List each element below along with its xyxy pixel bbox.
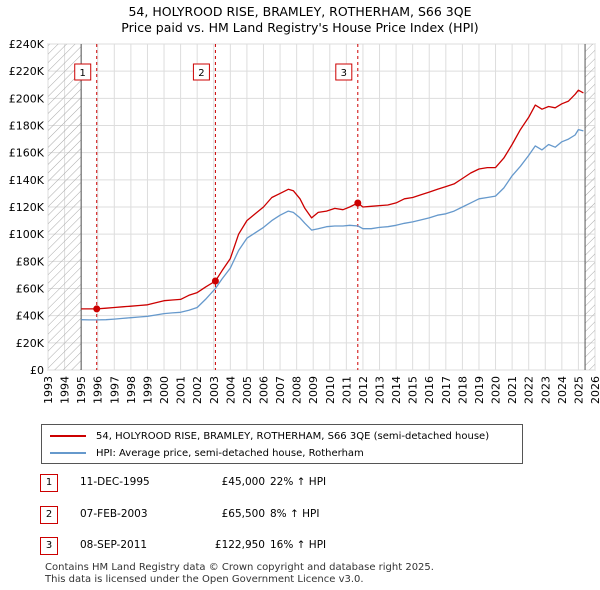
chart-title: 54, HOLYROOD RISE, BRAMLEY, ROTHERHAM, S…: [128, 4, 472, 19]
transaction-number: 1: [40, 474, 58, 492]
transaction-date: 11-DEC-1995: [80, 476, 150, 488]
y-tick-label: £120K: [9, 201, 45, 214]
hatch-area-after: [585, 44, 595, 370]
x-tick-label: 1999: [141, 376, 154, 404]
transaction-price: £45,000: [221, 476, 265, 488]
x-tick-label: 2012: [357, 376, 370, 404]
x-tick-label: 2015: [407, 376, 420, 404]
x-tick-label: 2019: [473, 376, 486, 404]
x-tick-label: 2008: [291, 376, 304, 404]
footer-copyright: Contains HM Land Registry data © Crown c…: [45, 562, 434, 573]
x-tick-label: 2001: [175, 376, 188, 404]
x-tick-label: 2020: [490, 376, 503, 404]
x-tick-label: 2018: [456, 376, 469, 404]
annotation-box: [74, 63, 92, 81]
x-tick-label: 1995: [75, 376, 88, 404]
transaction-hpi: 8% ↑ HPI: [270, 508, 320, 520]
hatch-area-before: [48, 44, 82, 370]
x-tick-label: 1998: [125, 376, 138, 404]
transaction-hpi: 22% ↑ HPI: [270, 476, 327, 488]
x-tick-label: 2023: [539, 376, 552, 404]
legend-label-hpi: HPI: Average price, semi-detached house,…: [96, 447, 364, 459]
sale-point: [211, 277, 219, 285]
x-tick-label: 2007: [274, 376, 287, 404]
transaction-number: 3: [40, 537, 58, 555]
x-tick-label: 2006: [257, 376, 270, 404]
x-tick-label: 2017: [440, 376, 453, 404]
legend-item-price: 54, HOLYROOD RISE, BRAMLEY, ROTHERHAM, S…: [50, 428, 489, 444]
chart-subtitle: Price paid vs. HM Land Registry's House …: [121, 20, 479, 35]
annotation-label: 3: [341, 68, 347, 79]
y-tick-label: £60K: [16, 283, 45, 296]
annotation-label: 1: [80, 68, 86, 79]
x-tick-label: 1996: [92, 376, 105, 404]
x-tick-label: 2014: [390, 376, 403, 404]
x-tick-label: 2024: [556, 376, 569, 404]
y-tick-label: £80K: [16, 255, 45, 268]
price-line: [81, 89, 584, 310]
x-tick-label: 2010: [324, 376, 337, 404]
transaction-date: 07-FEB-2003: [80, 508, 148, 520]
x-tick-label: 2003: [208, 376, 221, 404]
hpi-line: [81, 128, 584, 321]
transaction-price: £122,950: [214, 539, 265, 551]
x-tick-label: 2026: [589, 376, 600, 404]
sale-point: [93, 305, 101, 313]
x-tick-label: 2016: [423, 376, 436, 404]
price-chart: 1 2 3 £0 £20K £40K £60K £80K £100K £120K £140K £16…: [9, 38, 600, 404]
x-tick-label: 2021: [506, 376, 519, 404]
footer-licence: This data is licensed under the Open Gov…: [45, 574, 364, 585]
legend: 54, HOLYROOD RISE, BRAMLEY, ROTHERHAM, S…: [41, 424, 523, 464]
y-tick-label: £240K: [9, 38, 45, 51]
x-tick-label: 2004: [224, 376, 237, 404]
y-tick-label: £200K: [9, 92, 45, 105]
x-tick-label: 2000: [158, 376, 171, 404]
legend-swatch-price: [50, 435, 86, 437]
y-tick-label: £180K: [9, 120, 45, 133]
legend-item-hpi: HPI: Average price, semi-detached house,…: [50, 445, 364, 461]
y-tick-label: £20K: [16, 337, 45, 350]
x-tick-label: 2013: [374, 376, 387, 404]
transaction-date: 08-SEP-2011: [80, 539, 148, 551]
x-tick-label: 1993: [42, 376, 55, 404]
annotation-label: 2: [198, 68, 204, 79]
x-tick-label: 2022: [523, 376, 536, 404]
y-tick-label: £220K: [9, 65, 45, 78]
y-tick-label: £100K: [9, 228, 45, 241]
x-tick-label: 1994: [59, 376, 72, 404]
transaction-number: 2: [40, 506, 58, 524]
x-tick-label: 2002: [191, 376, 204, 404]
transaction-price: £65,500: [221, 508, 265, 520]
x-tick-label: 1997: [108, 376, 121, 404]
legend-label-price: 54, HOLYROOD RISE, BRAMLEY, ROTHERHAM, S…: [96, 430, 490, 442]
legend-swatch-hpi: [50, 452, 86, 454]
y-tick-label: £160K: [9, 147, 45, 160]
x-tick-label: 2025: [572, 376, 585, 404]
y-tick-label: £40K: [16, 310, 45, 323]
x-tick-label: 2005: [241, 376, 254, 404]
y-tick-label: £140K: [9, 174, 45, 187]
annotation-box: [192, 63, 210, 81]
sale-point: [354, 199, 362, 207]
y-tick-label: £0: [30, 364, 44, 377]
x-tick-label: 2011: [340, 376, 353, 404]
annotation-box: [335, 63, 353, 81]
x-tick-label: 2009: [307, 376, 320, 404]
transaction-hpi: 16% ↑ HPI: [270, 539, 327, 551]
